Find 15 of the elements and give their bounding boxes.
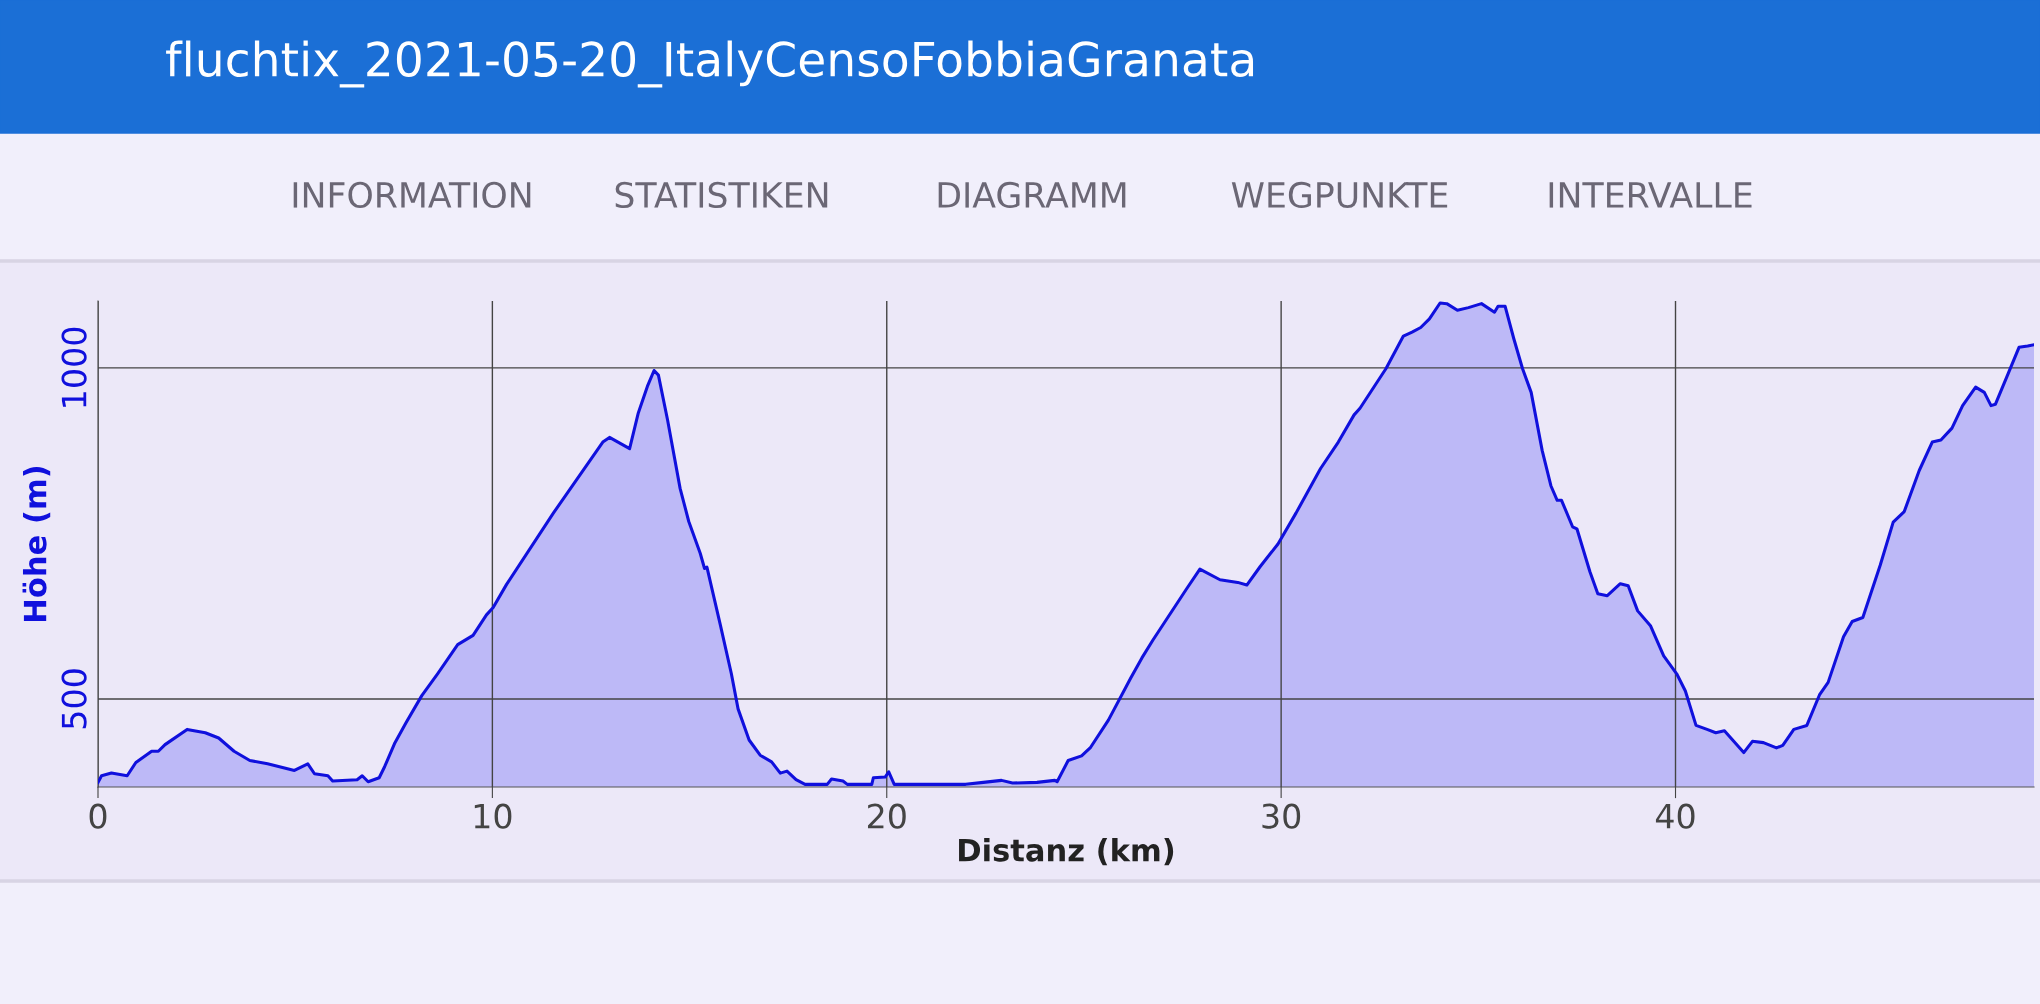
y-tick-label: 1000 bbox=[61, 327, 87, 407]
x-tick-label: 10 bbox=[474, 803, 512, 829]
chart-title: fluchtix_2021-05-20_ItalyCensoFobbiaGranata bbox=[166, 40, 1254, 88]
text: DIAGRAMM bbox=[938, 181, 1126, 209]
text: WEGPUNKTE bbox=[1231, 181, 1448, 209]
x-tick-label: 20 bbox=[867, 803, 906, 829]
text: INTERVALLE bbox=[1549, 182, 1752, 208]
x-tick-label: 30 bbox=[1262, 803, 1301, 829]
y-axis-title: Höhe (m) bbox=[22, 466, 51, 621]
x-tick-label: 0 bbox=[89, 803, 107, 829]
x-axis-title: Distanz (km) bbox=[959, 838, 1174, 866]
x-tick-label: 40 bbox=[1655, 803, 1695, 829]
text: STATISTIKEN bbox=[615, 181, 828, 209]
y-tick-label: 500 bbox=[61, 669, 87, 729]
text: INFORMATION bbox=[293, 181, 531, 209]
